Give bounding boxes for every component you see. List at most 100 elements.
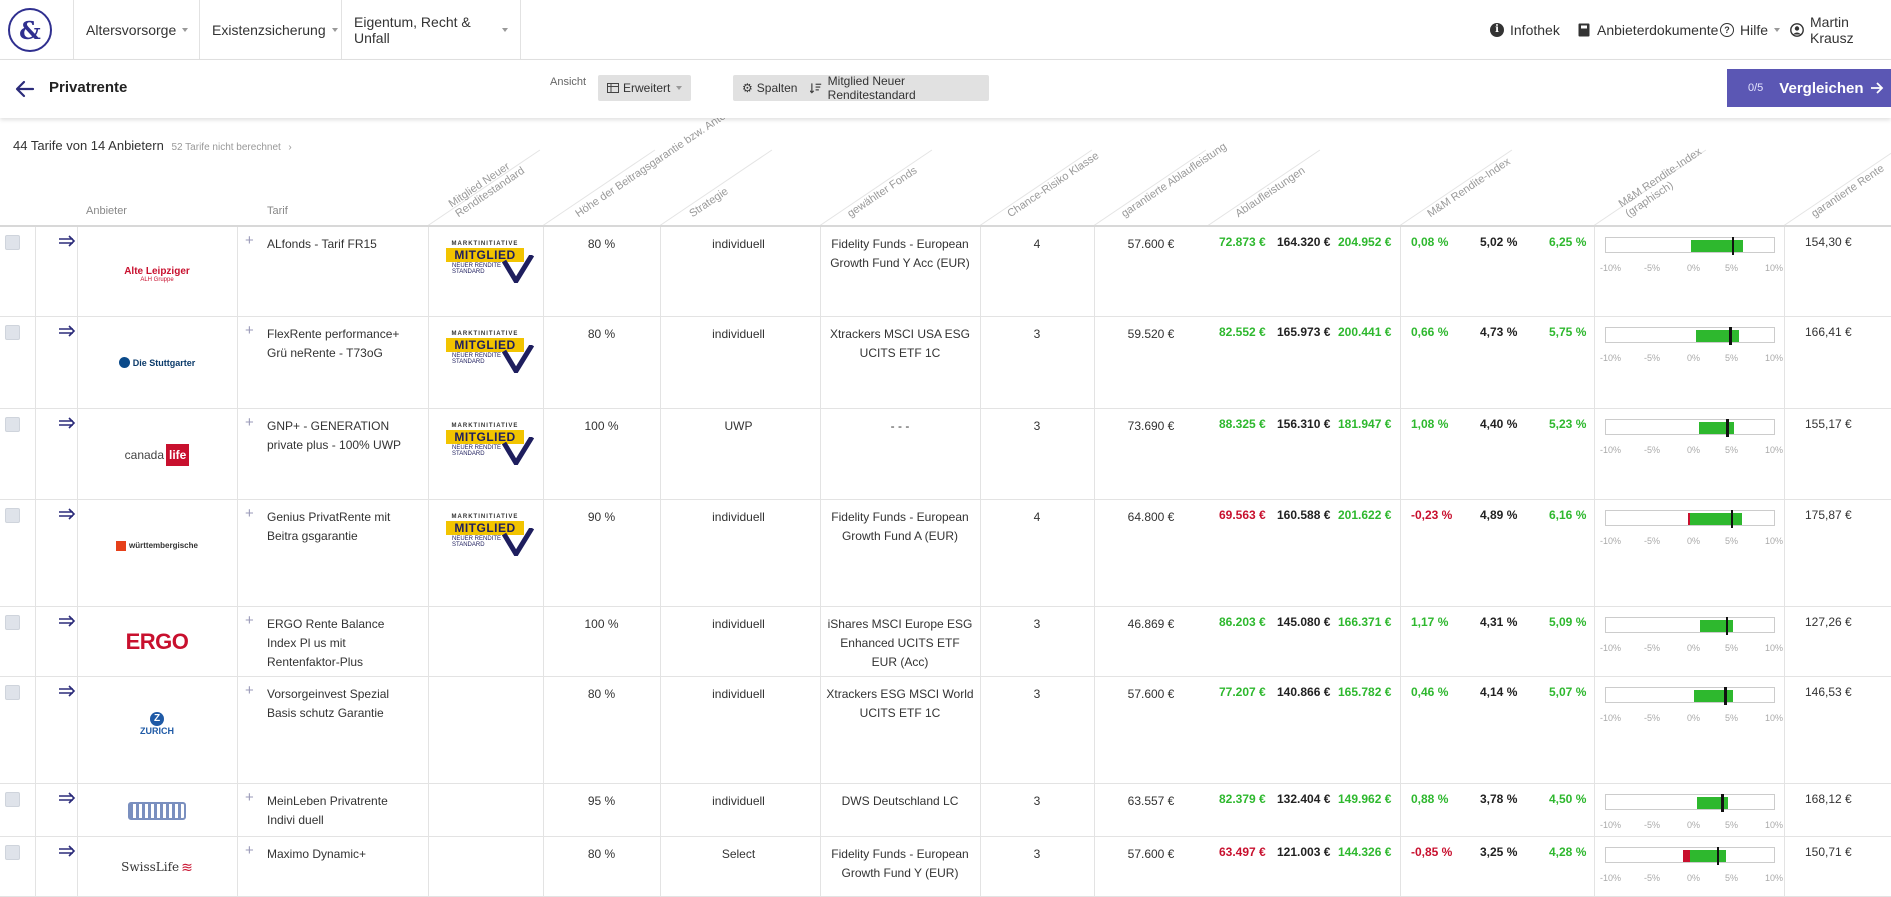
table-row[interactable]: SwissLife ≋ + Maximo Dynamic+ 80 % Select Fide…	[0, 837, 1891, 897]
fonds-value[interactable]: Fidelity Funds - European Growth Fund A …	[831, 510, 969, 543]
chevron-right-icon[interactable]: ›	[288, 142, 292, 153]
plus-icon[interactable]: +	[245, 322, 254, 339]
detail-arrow-icon[interactable]	[57, 791, 77, 805]
spalten-button[interactable]: ⚙ Spalten	[733, 81, 806, 95]
result-count-sub[interactable]: 52 Tarife nicht berechnet	[171, 142, 281, 153]
ablauf-mid: 145.080 €	[1277, 615, 1331, 629]
column-header-anbieter[interactable]: Anbieter	[86, 205, 127, 217]
fonds-value[interactable]: Fidelity Funds - European Growth Fund Y …	[831, 847, 969, 880]
graph-tick: -10%	[1600, 445, 1622, 455]
brand-logo[interactable]: &	[8, 8, 52, 52]
tarif-name[interactable]: FlexRente performance+ Grü neRente - T73…	[267, 327, 400, 360]
nav-eigentum[interactable]: Eigentum, Recht & Unfall	[341, 0, 521, 59]
plus-icon[interactable]: +	[245, 842, 254, 859]
graph-mid-marker	[1730, 510, 1734, 528]
column-divider	[1400, 677, 1401, 783]
plus-icon[interactable]: +	[245, 682, 254, 699]
detail-arrow-icon[interactable]	[57, 507, 77, 521]
help-icon: ?	[1720, 22, 1734, 37]
row-checkbox[interactable]	[5, 845, 20, 860]
sort-button[interactable]: Mitglied Neuer Renditestandard	[806, 74, 989, 102]
column-header-mm-graph[interactable]: M&M Rendite-Index (graphisch)	[1616, 145, 1704, 220]
graph-tick: -5%	[1644, 643, 1661, 653]
graph-bar-positive	[1695, 330, 1739, 342]
graph-tick: -10%	[1600, 353, 1622, 363]
provider-logo-ergo: ERGO	[125, 629, 189, 654]
tarif-name[interactable]: Vorsorgeinvest Spezial Basis schutz Gara…	[267, 687, 390, 720]
graph-tick: -10%	[1600, 263, 1622, 273]
graph-tick: -5%	[1644, 263, 1661, 273]
nav-anbieterdokumente[interactable]: Anbieterdokumente	[1577, 0, 1718, 59]
plus-icon[interactable]: +	[245, 414, 254, 431]
badge-sub-text: NEUER RENDITE STANDARD	[452, 353, 501, 365]
column-header-chance[interactable]: Chance-Risiko Klasse	[1005, 149, 1102, 220]
detail-arrow-icon[interactable]	[57, 324, 77, 338]
detail-arrow-icon[interactable]	[57, 234, 77, 248]
table-row[interactable]: + MeinLeben Privatrente Indivi duell 95 % i…	[0, 784, 1891, 837]
back-arrow-icon[interactable]	[14, 78, 36, 100]
tarif-name[interactable]: MeinLeben Privatrente Indivi duell	[267, 794, 388, 827]
nav-infothek[interactable]: i Infothek	[1490, 0, 1560, 59]
column-header-mitglied[interactable]: Mitglied Neuer Renditestandard	[446, 160, 527, 220]
index-high: 6,25 %	[1549, 235, 1587, 249]
plus-icon[interactable]: +	[245, 505, 254, 522]
detail-arrow-icon[interactable]	[57, 684, 77, 698]
table-row[interactable]: württembergische + Genius PrivatRente mit …	[0, 500, 1891, 607]
graph-tick: 0%	[1687, 263, 1701, 273]
fonds-value[interactable]: - - -	[890, 419, 910, 433]
nav-user[interactable]: Martin Krausz	[1790, 0, 1891, 59]
row-checkbox[interactable]	[5, 235, 20, 250]
tarif-name[interactable]: Maximo Dynamic+	[267, 847, 367, 861]
row-checkbox[interactable]	[5, 325, 20, 340]
column-header-garant-rente[interactable]: garantierte Rente	[1809, 162, 1887, 220]
tarif-name[interactable]: GNP+ - GENERATION private plus - 100% UW…	[267, 419, 402, 452]
fonds-value[interactable]: Xtrackers MSCI USA ESG UCITS ETF 1C	[829, 327, 971, 360]
plus-icon[interactable]: +	[245, 789, 254, 806]
nav-altersvorsorge[interactable]: Altersvorsorge	[73, 0, 199, 59]
tarif-name[interactable]: Genius PrivatRente mit Beitra gsgarantie	[267, 510, 391, 543]
detail-arrow-icon[interactable]	[57, 844, 77, 858]
row-checkbox[interactable]	[5, 685, 20, 700]
column-header-ablauf[interactable]: Ablaufleistungen	[1233, 164, 1308, 220]
check-icon	[502, 255, 534, 283]
tarif-name[interactable]: ERGO Rente Balance Index Pl us mit Rente…	[267, 617, 385, 669]
column-divider	[820, 837, 821, 896]
plus-icon[interactable]: +	[245, 232, 254, 249]
table-row[interactable]: ERGO + ERGO Rente Balance Index Pl us mit …	[0, 607, 1891, 677]
row-checkbox[interactable]	[5, 615, 20, 630]
strategie-value: individuell	[712, 237, 765, 251]
plus-icon[interactable]: +	[245, 612, 254, 629]
column-header-mm-index[interactable]: M&M Rendite-Index	[1425, 155, 1513, 220]
detail-arrow-icon[interactable]	[57, 416, 77, 430]
column-divider	[1400, 784, 1401, 836]
fonds-value[interactable]: iShares MSCI Europe ESG Enhanced UCITS E…	[827, 617, 973, 669]
fonds-value[interactable]: Xtrackers ESG MSCI World UCITS ETF 1C	[826, 687, 974, 720]
sort-label: Mitglied Neuer Renditestandard	[827, 74, 916, 102]
table-row[interactable]: canada life + GNP+ - GENERATION private plu…	[0, 409, 1891, 500]
table-row[interactable]: Alte Leipziger ALH Gruppe + ALfonds - Tarif…	[0, 226, 1891, 317]
column-divider	[1594, 500, 1595, 606]
fonds-value[interactable]: Fidelity Funds - European Growth Fund Y …	[830, 237, 970, 270]
row-checkbox[interactable]	[5, 508, 20, 523]
nav-hilfe[interactable]: ? Hilfe	[1720, 0, 1781, 59]
fonds-value[interactable]: DWS Deutschland LC	[841, 794, 959, 808]
table-row[interactable]: Die Stuttgarter + FlexRente performance+ G…	[0, 317, 1891, 409]
column-header-tarif[interactable]: Tarif	[267, 205, 288, 217]
compare-button[interactable]: 0/5 Vergleichen	[1727, 69, 1891, 107]
detail-arrow-icon[interactable]	[57, 614, 77, 628]
ansicht-dropdown[interactable]: Erweitert	[598, 75, 692, 101]
chevron-down-icon	[331, 27, 338, 32]
strategie-value: individuell	[712, 327, 765, 341]
table-row[interactable]: Z ZURICH + Vorsorgeinvest Spezial Basis sch…	[0, 677, 1891, 784]
column-divider	[660, 409, 661, 499]
row-checkbox[interactable]	[5, 417, 20, 432]
column-header-fonds[interactable]: gewählter Fonds	[845, 164, 920, 220]
nav-existenzsicherung[interactable]: Existenzsicherung	[199, 0, 341, 59]
badge-sub1: NEUER RENDITE	[452, 353, 502, 359]
tarif-name[interactable]: ALfonds - Tarif FR15	[267, 237, 377, 251]
column-divider	[820, 409, 821, 499]
index-low: 0,88 %	[1411, 792, 1449, 806]
index-mid: 5,02 %	[1480, 235, 1518, 249]
row-checkbox[interactable]	[5, 792, 20, 807]
column-header-garant-ablauf[interactable]: garantierte Ablaufleistung	[1119, 140, 1229, 220]
